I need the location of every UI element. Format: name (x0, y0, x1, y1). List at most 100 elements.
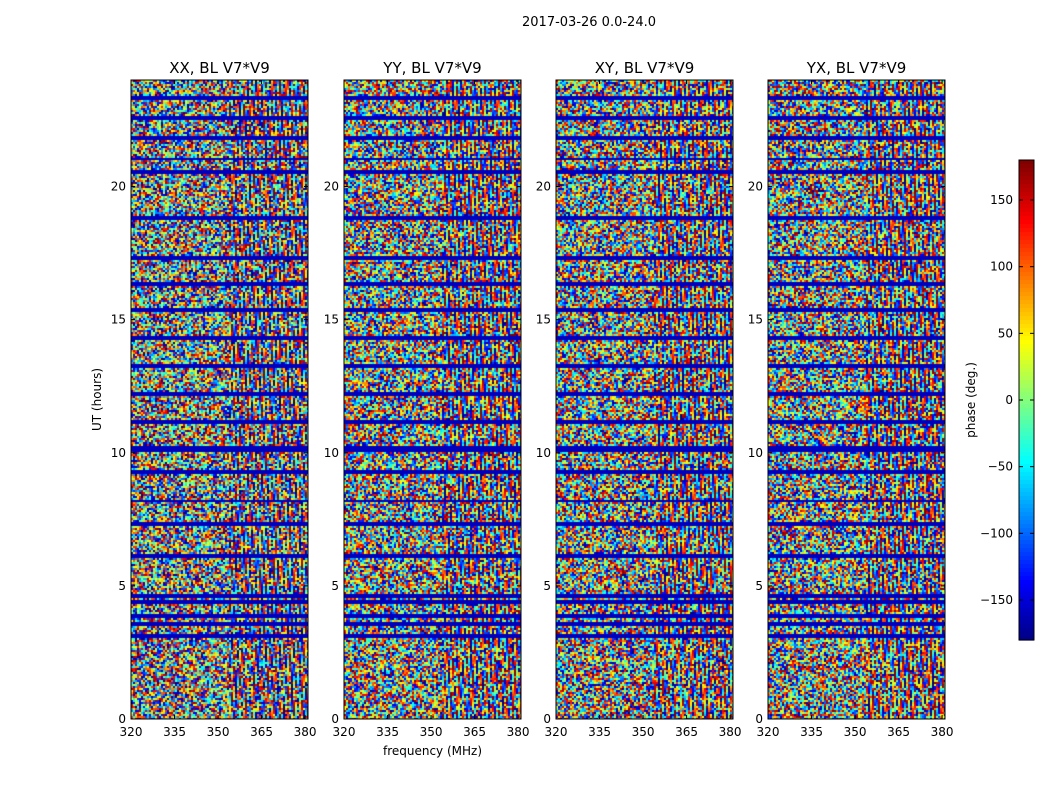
panel-title: YX, BL V7*V9 (806, 59, 907, 77)
x-tick-label: 320 (333, 725, 356, 739)
colorbar-segment (1019, 576, 1034, 581)
colorbar-segment (1019, 532, 1034, 537)
colorbar-segment (1019, 504, 1034, 509)
colorbar-tick-label: 100 (990, 260, 1013, 274)
colorbar-segment (1019, 632, 1034, 637)
colorbar-segment (1019, 528, 1034, 533)
y-tick-label: 20 (536, 180, 551, 194)
x-tick-label: 350 (420, 725, 443, 739)
colorbar-segment (1019, 252, 1034, 257)
colorbar-segment (1019, 172, 1034, 177)
axes-frame (343, 79, 522, 720)
y-tick-label: 15 (536, 313, 551, 327)
figure-suptitle: 2017-03-26 0.0-24.0 (522, 15, 656, 30)
x-tick-label: 380 (931, 725, 954, 739)
y-tick-label: 15 (748, 313, 763, 327)
colorbar-segment (1019, 324, 1034, 329)
x-tick-label: 335 (163, 725, 186, 739)
colorbar-segment (1019, 572, 1034, 577)
colorbar-segment (1019, 512, 1034, 517)
colorbar-segment (1019, 412, 1034, 417)
colorbar-segment (1019, 312, 1034, 317)
colorbar-segment (1019, 604, 1034, 609)
colorbar-segment (1019, 564, 1034, 569)
colorbar-segment (1019, 376, 1034, 381)
colorbar-segment (1019, 364, 1034, 369)
y-tick-label: 0 (118, 712, 126, 726)
colorbar-segment (1019, 448, 1034, 453)
colorbar-segment (1019, 212, 1034, 217)
x-tick-label: 380 (294, 725, 317, 739)
panels: XX, BL V7*V9 320 335 350 365 380 0 5 10 15 20 UT (h… (90, 59, 954, 758)
y-tick-label: 5 (755, 579, 763, 593)
colorbar-segment (1019, 544, 1034, 549)
colorbar-segment (1019, 340, 1034, 345)
heatmap-image (768, 80, 945, 719)
colorbar-segment (1019, 344, 1034, 349)
axes-frame (555, 79, 734, 720)
colorbar-segment (1019, 396, 1034, 401)
panel-title: XX, BL V7*V9 (169, 59, 270, 77)
colorbar-segment (1019, 608, 1034, 613)
x-tick-label: 380 (719, 725, 742, 739)
colorbar-segment (1019, 492, 1034, 497)
colorbar-segment (1019, 360, 1034, 365)
colorbar-segment (1019, 472, 1034, 477)
y-axis-label: UT (hours) (90, 368, 104, 431)
colorbar-segment (1019, 588, 1034, 593)
colorbar-segment (1019, 596, 1034, 601)
colorbar-segment (1019, 548, 1034, 553)
panel-3: XY, BL V7*V9 320 335 350 365 380 0 5 10 15 20 (536, 59, 742, 739)
axes-frame (130, 79, 309, 720)
colorbar-segment (1019, 540, 1034, 545)
colorbar-segment (1019, 500, 1034, 505)
colorbar-segment (1019, 520, 1034, 525)
colorbar-segment (1019, 460, 1034, 465)
colorbar: 150 100 50 0 −50 −100 −150 phase (deg.) (964, 159, 1035, 641)
x-tick-label: 350 (632, 725, 655, 739)
colorbar-segment (1019, 260, 1034, 265)
colorbar-segment (1019, 372, 1034, 377)
colorbar-segment (1019, 620, 1034, 625)
colorbar-segment (1019, 440, 1034, 445)
colorbar-segment (1019, 208, 1034, 213)
colorbar-segment (1019, 276, 1034, 281)
y-tick-label: 10 (748, 446, 763, 460)
colorbar-segment (1019, 308, 1034, 313)
x-tick-label: 350 (207, 725, 230, 739)
colorbar-segment (1019, 272, 1034, 277)
colorbar-segment (1019, 180, 1034, 185)
heatmap-image (344, 80, 521, 719)
colorbar-segment (1019, 416, 1034, 421)
colorbar-segment (1019, 336, 1034, 341)
colorbar-tick-label: 150 (990, 193, 1013, 207)
colorbar-segment (1019, 388, 1034, 393)
y-tick-label: 0 (755, 712, 763, 726)
colorbar-segment (1019, 316, 1034, 321)
colorbar-segment (1019, 424, 1034, 429)
colorbar-segment (1019, 380, 1034, 385)
colorbar-segment (1019, 284, 1034, 289)
panel-title: XY, BL V7*V9 (595, 59, 695, 77)
colorbar-segment (1019, 304, 1034, 309)
colorbar-segment (1019, 240, 1034, 245)
colorbar-segment (1019, 188, 1034, 193)
colorbar-segment (1019, 352, 1034, 357)
colorbar-segment (1019, 264, 1034, 269)
colorbar-segment (1019, 280, 1034, 285)
heatmap-image (556, 80, 733, 719)
axes-frame (767, 79, 946, 720)
colorbar-segment (1019, 428, 1034, 433)
y-tick-label: 5 (118, 579, 126, 593)
colorbar-label: phase (deg.) (964, 362, 978, 438)
x-tick-label: 335 (376, 725, 399, 739)
colorbar-segment (1019, 384, 1034, 389)
colorbar-segment (1019, 220, 1034, 225)
x-tick-label: 365 (675, 725, 698, 739)
colorbar-segment (1019, 200, 1034, 205)
colorbar-segment (1019, 228, 1034, 233)
colorbar-segment (1019, 452, 1034, 457)
y-tick-label: 20 (111, 180, 126, 194)
colorbar-segment (1019, 524, 1034, 529)
